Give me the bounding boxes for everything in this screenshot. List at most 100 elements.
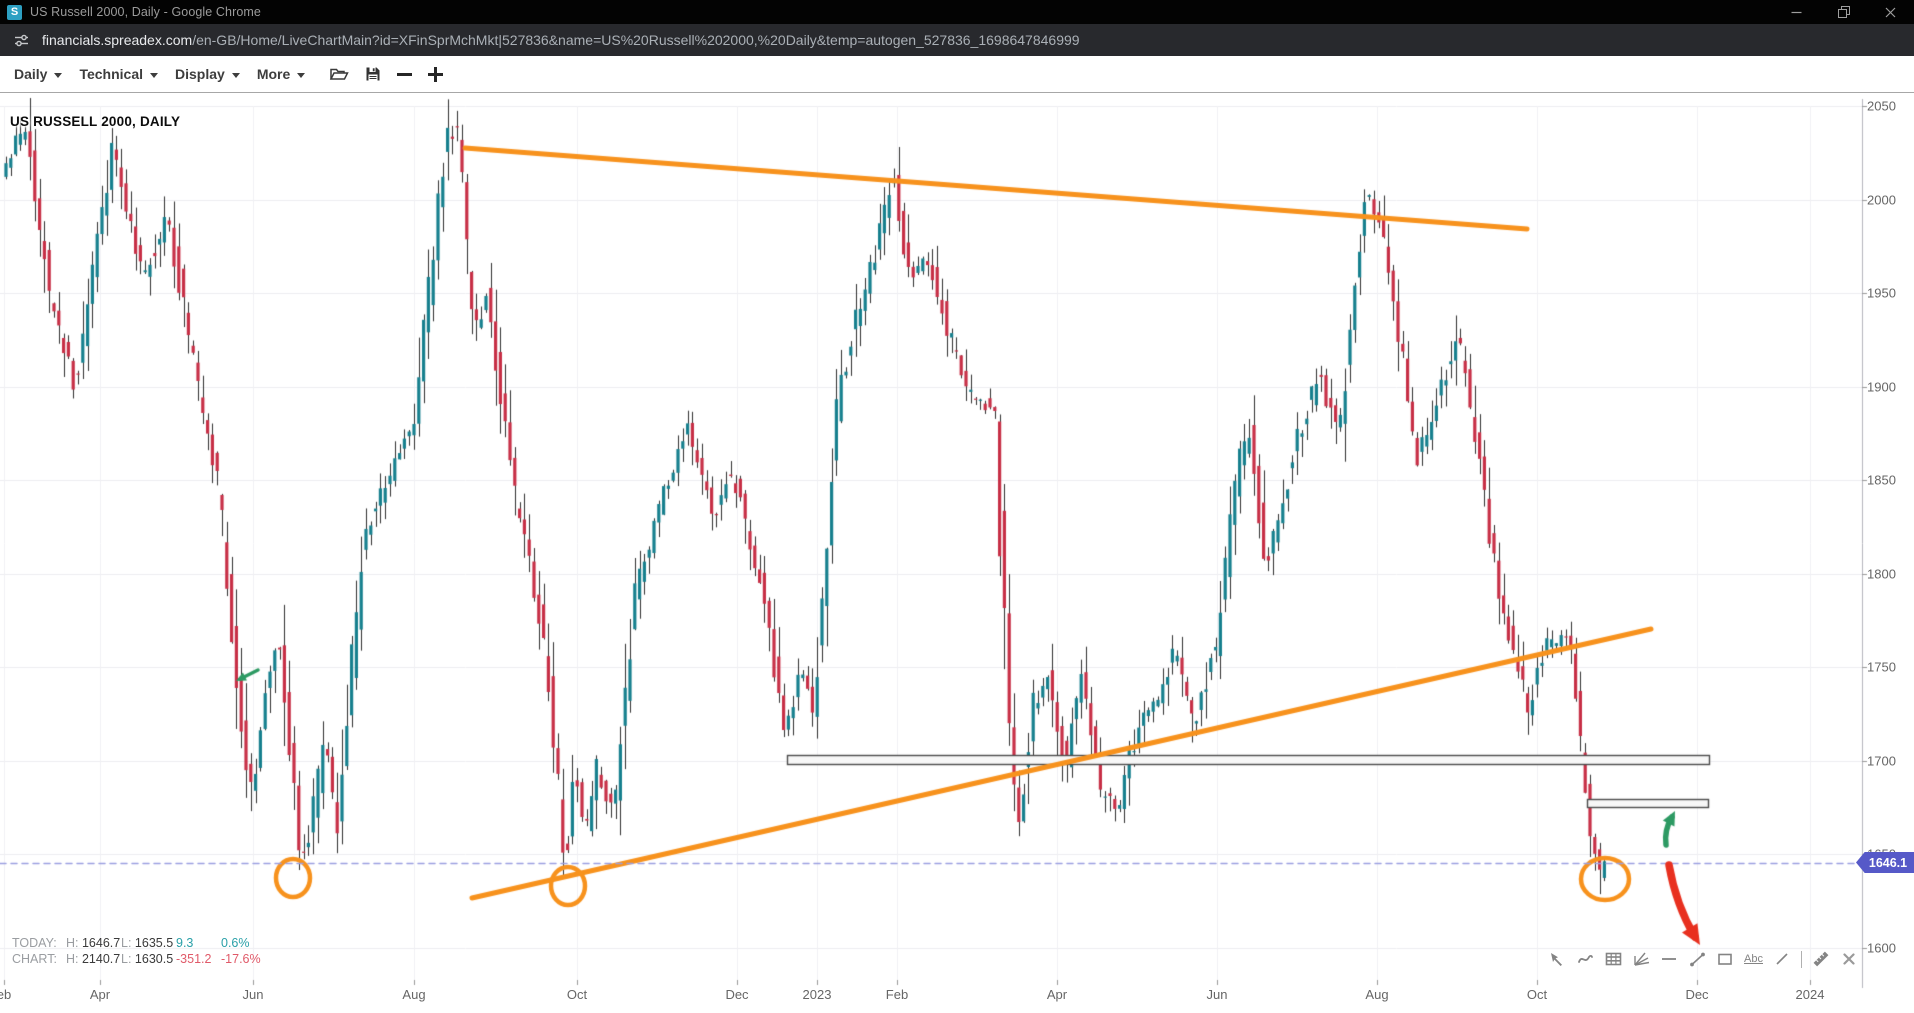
ruler-tool[interactable] bbox=[1812, 949, 1830, 969]
save-icon bbox=[366, 67, 380, 81]
x-axis-label: 2024 bbox=[1795, 987, 1825, 1002]
rectangle-icon bbox=[1718, 953, 1732, 965]
today-change: 9.3 bbox=[176, 936, 194, 950]
draw-arrow-icon bbox=[1551, 953, 1563, 966]
zoom-out-button[interactable] bbox=[397, 72, 413, 76]
trend-line-icon bbox=[1689, 952, 1705, 966]
low-label: L: bbox=[121, 936, 132, 950]
save-chart-button[interactable] bbox=[365, 66, 381, 82]
text-tool[interactable]: Abc bbox=[1744, 949, 1763, 969]
text-icon: Abc bbox=[1744, 953, 1763, 965]
address-bar[interactable]: financials.spreadex.com/en-GB/Home/LiveC… bbox=[0, 24, 1914, 56]
zoom-in-button[interactable] bbox=[428, 66, 444, 82]
minimize-button[interactable] bbox=[1773, 0, 1820, 24]
menu-technical-label: Technical bbox=[79, 66, 144, 82]
restore-icon bbox=[1837, 6, 1850, 18]
toolbar-separator bbox=[1801, 950, 1802, 968]
open-folder-icon bbox=[330, 68, 349, 80]
x-axis-label: Jun bbox=[1206, 987, 1228, 1002]
x-axis-label: Oct bbox=[1526, 987, 1548, 1002]
today-high: 1646.7 bbox=[81, 936, 121, 950]
url-path: /en-GB/Home/LiveChartMain?id=XFinSprMchM… bbox=[192, 32, 1080, 48]
table-icon bbox=[1605, 952, 1621, 966]
fan-lines-icon bbox=[1633, 952, 1649, 966]
y-axis-label: 1900 bbox=[1867, 379, 1896, 394]
chevron-down-icon bbox=[297, 72, 306, 78]
diagonal-line-icon bbox=[1776, 953, 1788, 965]
table-tool[interactable] bbox=[1604, 949, 1622, 969]
low-label: L: bbox=[121, 952, 132, 966]
x-axis-label: eb bbox=[0, 987, 12, 1002]
menu-daily[interactable]: Daily bbox=[14, 66, 63, 82]
close-drawbar-button[interactable] bbox=[1840, 949, 1858, 969]
x-axis-label: Apr bbox=[89, 987, 111, 1002]
trend-line-tool[interactable] bbox=[1688, 949, 1706, 969]
stats-label: TODAY: bbox=[12, 936, 57, 950]
window-title: US Russell 2000, Daily - Google Chrome bbox=[30, 5, 261, 19]
chevron-down-icon bbox=[150, 72, 159, 78]
x-axis-label: 2023 bbox=[802, 987, 832, 1002]
y-axis-label: 1800 bbox=[1867, 566, 1896, 581]
menu-display-label: Display bbox=[175, 66, 225, 82]
high-label: H: bbox=[66, 952, 79, 966]
chevron-down-icon bbox=[231, 72, 240, 78]
drawing-toolbar: Abc bbox=[1548, 949, 1858, 969]
close-icon bbox=[1885, 7, 1896, 17]
diagonal-line-tool[interactable] bbox=[1773, 949, 1791, 969]
curve-tool[interactable] bbox=[1576, 949, 1594, 969]
chart-change-pct: -17.6% bbox=[221, 952, 261, 966]
fan-lines-tool[interactable] bbox=[1632, 949, 1650, 969]
ruler-icon bbox=[1813, 951, 1829, 967]
chart-area: US RUSSELL 2000, DAILY 2050 2000 1950 1900 1… bbox=[0, 93, 1914, 1013]
window-titlebar: S US Russell 2000, Daily - Google Chrome bbox=[0, 0, 1914, 24]
tune-icon[interactable] bbox=[13, 32, 30, 49]
open-chart-button[interactable] bbox=[329, 66, 349, 82]
zoom-in-icon bbox=[428, 66, 444, 82]
chart-low: 1630.5 bbox=[134, 952, 174, 966]
high-label: H: bbox=[66, 936, 79, 950]
url-text[interactable]: financials.spreadex.com/en-GB/Home/LiveC… bbox=[42, 32, 1080, 48]
x-axis-label: Jun bbox=[242, 987, 264, 1002]
close-button[interactable] bbox=[1867, 0, 1914, 24]
restore-button[interactable] bbox=[1820, 0, 1867, 24]
today-low: 1635.5 bbox=[134, 936, 174, 950]
horizontal-line-tool[interactable] bbox=[1660, 949, 1678, 969]
toolbar-menus: Daily Technical Display More bbox=[14, 66, 306, 82]
x-axis-label: Dec bbox=[725, 987, 749, 1002]
menu-display[interactable]: Display bbox=[175, 66, 240, 82]
y-axis-label: 1950 bbox=[1867, 285, 1896, 301]
price-stats: TODAY: H: 1646.7 L: 1635.5 9.3 0.6% CHAR… bbox=[12, 935, 266, 967]
curve-icon bbox=[1577, 954, 1593, 963]
current-price-badge: 1646.1 bbox=[1856, 852, 1914, 873]
candlestick-chart-canvas[interactable] bbox=[0, 93, 1914, 1013]
menu-more-label: More bbox=[256, 66, 291, 82]
x-axis-label: Apr bbox=[1046, 987, 1068, 1002]
close-icon bbox=[1843, 953, 1855, 965]
x-axis-label: Aug bbox=[402, 987, 426, 1002]
zoom-out-icon bbox=[397, 72, 413, 76]
y-axis-label: 1700 bbox=[1867, 753, 1896, 768]
stats-label: CHART: bbox=[12, 952, 57, 966]
stats-row-chart: CHART: H: 2140.7 L: 1630.5 -351.2 -17.6% bbox=[12, 951, 266, 967]
x-axis-label: Feb bbox=[885, 987, 909, 1002]
y-axis-label: 1850 bbox=[1867, 472, 1896, 488]
chart-change: -351.2 bbox=[176, 952, 212, 966]
chart-high: 2140.7 bbox=[81, 952, 121, 966]
stats-row-today: TODAY: H: 1646.7 L: 1635.5 9.3 0.6% bbox=[12, 935, 266, 951]
menu-more[interactable]: More bbox=[256, 66, 306, 82]
y-axis-label: 2000 bbox=[1867, 192, 1896, 207]
spreadex-favicon: S bbox=[7, 4, 22, 20]
chevron-down-icon bbox=[54, 72, 63, 78]
draw-arrow-tool[interactable] bbox=[1548, 949, 1566, 969]
minimize-icon bbox=[1791, 11, 1802, 13]
rectangle-tool[interactable] bbox=[1716, 949, 1734, 969]
y-axis-label: 2050 bbox=[1867, 98, 1896, 114]
today-change-pct: 0.6% bbox=[221, 936, 250, 950]
y-axis-label: 1750 bbox=[1867, 659, 1896, 675]
menu-daily-label: Daily bbox=[14, 66, 48, 82]
chart-watermark: US RUSSELL 2000, DAILY bbox=[10, 114, 181, 129]
menu-technical[interactable]: Technical bbox=[79, 66, 159, 82]
x-axis-label: Dec bbox=[1685, 987, 1709, 1002]
window-controls bbox=[1773, 0, 1914, 24]
